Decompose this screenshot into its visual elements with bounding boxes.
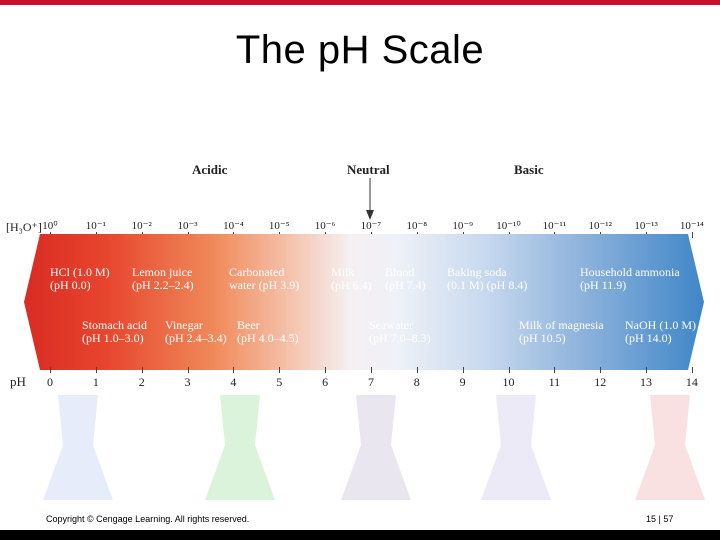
top-accent-bar (0, 0, 720, 5)
ph-value-label: 10 (502, 375, 515, 389)
bottom-tick (508, 367, 510, 373)
h3o-power-label: 10⁻⁸ (406, 220, 428, 232)
h3o-power-label: 10⁻¹¹ (542, 220, 567, 232)
bottom-tick (462, 367, 464, 373)
bottom-tick (370, 367, 372, 373)
bottom-tick (50, 367, 51, 373)
h3o-power-label: 10⁰ (42, 220, 58, 232)
substance-vinegar: Vinegar (pH 2.4–3.4) (165, 318, 227, 345)
substance-naoh: NaOH (1.0 M) (pH 14.0) (625, 318, 696, 345)
ph-value-label: 8 (413, 375, 420, 389)
substance-stomach-acid: Stomach acid (pH 1.0–3.0) (82, 318, 147, 345)
bottom-tick (233, 367, 235, 373)
beaker-faded-image (205, 395, 275, 500)
bottom-tick (95, 367, 97, 373)
bottom-tick (554, 367, 556, 373)
bottom-tick (600, 367, 602, 373)
h3o-power-label: 10⁻⁶ (314, 220, 336, 232)
top-tick (691, 232, 693, 238)
ph-value-label: 7 (367, 375, 374, 389)
basic-label: Basic (514, 162, 544, 177)
h3o-power-label: 10⁻⁴ (223, 220, 244, 232)
beaker-faded-image (635, 395, 705, 500)
bottom-tick (691, 367, 693, 373)
slide-title: The pH Scale (235, 28, 485, 72)
ph-value-label: 14 (685, 375, 698, 389)
neutral-arrow-icon (366, 178, 374, 220)
bottom-tick (646, 367, 648, 373)
page-number: 15 | 57 (646, 514, 674, 524)
h3o-axis-label: [H₃O⁺] (6, 220, 42, 234)
h3o-power-label: 10⁻⁵ (268, 220, 290, 232)
ph-value-label: 1 (92, 375, 99, 389)
h3o-power-label: 10⁻³ (177, 220, 198, 232)
bottom-tick (416, 367, 418, 373)
ph-value-label: 9 (459, 375, 466, 389)
ph-value-label: 5 (276, 375, 283, 389)
ph-value-label: 12 (594, 375, 607, 389)
h3o-power-label: 10⁻⁷ (360, 220, 382, 232)
copyright-footer: Copyright © Cengage Learning. All rights… (46, 514, 250, 524)
ph-axis-label: pH (10, 374, 26, 389)
substance-hcl: HCl (1.0 M) (pH 0.0) (50, 265, 110, 292)
substance-lemon-juice: Lemon juice (pH 2.2–2.4) (132, 265, 194, 292)
substance-beer: Beer (pH 4.0–4.5) (237, 318, 299, 345)
substance-baking-soda: Baking soda (0.1 M) (pH 8.4) (447, 265, 528, 292)
substance-household-ammonia: Household ammonia (pH 11.9) (580, 265, 680, 292)
h3o-power-label: 10⁻¹⁴ (679, 220, 704, 232)
acidic-label: Acidic (192, 162, 228, 177)
h3o-power-label: 10⁻¹⁰ (496, 220, 521, 232)
bottom-tick (325, 367, 327, 373)
beaker-faded-image (481, 395, 551, 500)
ph-value-label: 3 (184, 375, 191, 389)
h3o-power-label: 10⁻⁹ (452, 220, 473, 232)
ph-gradient-bar (24, 234, 704, 370)
ph-value-label: 2 (138, 375, 145, 389)
substance-carbonated-water: Carbonated water (pH 3.9) (229, 265, 300, 292)
substance-seawater: Seawater (pH 7.0–8.3) (369, 318, 431, 345)
ph-value-label: 4 (230, 375, 237, 389)
ph-value-label: 11 (548, 375, 561, 389)
bottom-tick (279, 367, 281, 373)
substance-blood: Blood (pH 7.4) (385, 265, 426, 292)
neutral-label: Neutral (347, 162, 390, 177)
ph-value-label: 13 (640, 375, 653, 389)
ph-value-label: 6 (322, 375, 329, 389)
h3o-power-label: 10⁻¹² (588, 220, 612, 232)
h3o-power-label: 10⁻¹³ (634, 220, 658, 232)
beaker-faded-image (43, 395, 113, 500)
h3o-power-label: 10⁻¹ (85, 220, 106, 232)
h3o-power-label: 10⁻² (131, 220, 152, 232)
substance-milk: Milk (pH 6.4) (331, 265, 372, 292)
bottom-bar (0, 530, 720, 540)
bottom-tick (187, 367, 189, 373)
ph-value-label: 0 (47, 375, 53, 389)
bottom-tick (141, 367, 143, 373)
beaker-faded-image (341, 395, 411, 500)
substance-milk-of-magnesia: Milk of magnesia (pH 10.5) (519, 318, 604, 345)
